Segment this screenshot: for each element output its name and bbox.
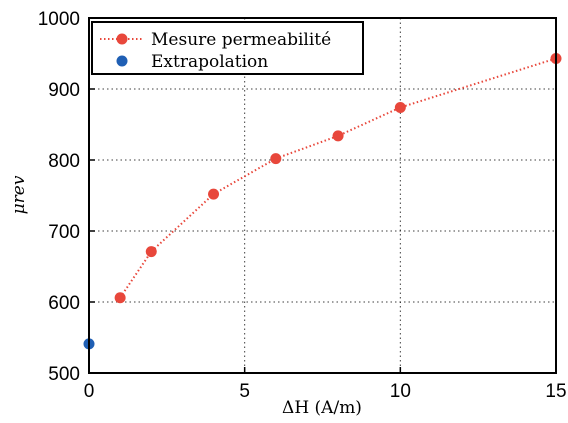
legend-box — [91, 21, 364, 75]
legend: Mesure permeabilité Extrapolation — [91, 21, 364, 75]
y-tick-label: 900 — [48, 80, 80, 101]
series — [83, 52, 562, 350]
tick-labels: 0 5 10 15 500 600 700 800 900 1000 — [38, 9, 567, 402]
legend-marker-1 — [116, 55, 128, 67]
y-tick-label: 600 — [48, 293, 80, 314]
series-line-0 — [119, 57, 557, 299]
x-tick-label: 15 — [545, 381, 566, 402]
data-point-0-1 — [145, 246, 157, 258]
y-tick-label: 700 — [48, 222, 80, 243]
x-tick-label: 5 — [239, 381, 250, 402]
plot-frame — [88, 17, 557, 374]
x-tick-label: 0 — [84, 381, 95, 402]
data-point-0-5 — [394, 101, 406, 113]
data-point-0-2 — [208, 188, 220, 200]
y-axis-label: μrev — [9, 175, 29, 214]
grid — [89, 18, 556, 373]
data-point-0-0 — [114, 292, 126, 304]
x-tick-label: 10 — [390, 381, 411, 402]
y-tick-label: 1000 — [38, 9, 80, 30]
data-point-0-3 — [270, 153, 282, 165]
y-tick-label: 500 — [48, 364, 80, 385]
legend-marker-0 — [116, 33, 128, 45]
legend-label-0: Mesure permeabilité — [151, 30, 331, 50]
legend-label-1: Extrapolation — [151, 52, 268, 72]
y-tick-label: 800 — [48, 151, 80, 172]
data-point-0-4 — [332, 130, 344, 142]
x-axis-label: ΔH (A/m) — [282, 398, 362, 418]
